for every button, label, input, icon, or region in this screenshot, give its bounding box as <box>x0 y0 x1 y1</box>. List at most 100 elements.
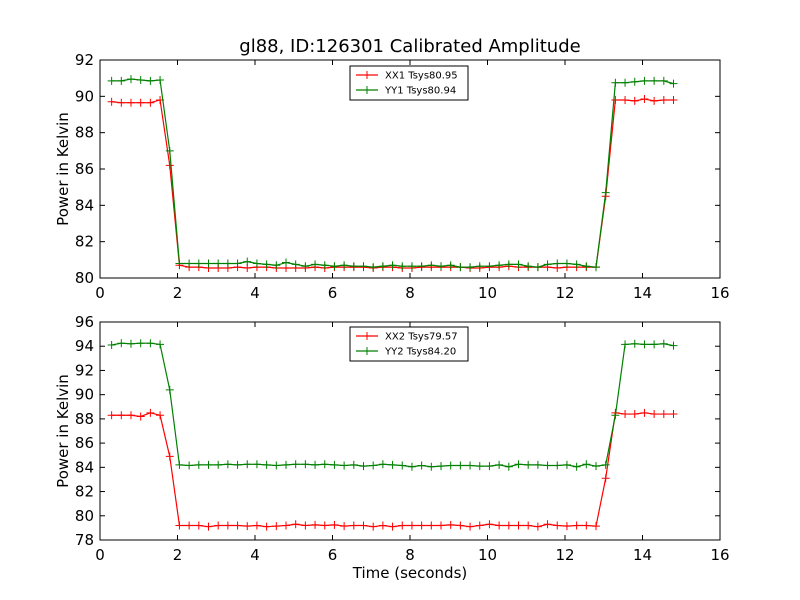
data-point <box>117 76 126 85</box>
data-point <box>272 261 281 270</box>
data-point <box>553 259 562 268</box>
data-point <box>107 76 116 85</box>
legend-entry: YY2 Tsys84.20 <box>384 347 456 358</box>
x-tick-label: 14 <box>633 546 652 564</box>
data-point <box>475 462 484 471</box>
data-point <box>669 95 678 104</box>
legend-entry: XX2 Tsys79.57 <box>385 332 458 343</box>
data-point <box>204 259 213 268</box>
data-point <box>223 521 232 530</box>
x-tick-label: 6 <box>328 546 338 564</box>
y-tick-label: 86 <box>75 434 94 452</box>
data-point <box>223 259 232 268</box>
data-point <box>252 521 261 530</box>
y-tick-label: 80 <box>75 507 94 525</box>
chart-title: gl88, ID:126301 Calibrated Amplitude <box>239 36 580 57</box>
data-point <box>204 460 213 469</box>
data-point <box>446 461 455 470</box>
data-point <box>592 263 600 272</box>
data-point <box>165 452 174 461</box>
data-point <box>456 461 465 470</box>
y-tick-label: 86 <box>75 160 94 178</box>
legend-entry: XX1 Tsys80.95 <box>385 71 458 82</box>
data-point <box>427 521 436 530</box>
legend-box <box>349 326 469 362</box>
series-2 <box>107 75 678 272</box>
data-point <box>311 520 320 529</box>
data-point <box>475 262 484 271</box>
data-point <box>388 460 397 469</box>
data-point <box>417 521 426 530</box>
data-point <box>562 522 571 531</box>
data-point <box>214 521 223 530</box>
data-point <box>621 95 630 104</box>
data-point <box>572 462 581 471</box>
y-tick-label: 84 <box>75 196 94 214</box>
data-point <box>630 77 639 86</box>
data-point <box>301 521 310 530</box>
x-tick-label: 4 <box>250 546 260 564</box>
legend-box <box>349 65 469 101</box>
data-point <box>640 95 649 104</box>
data-point <box>417 262 426 271</box>
data-point <box>562 259 571 268</box>
data-point <box>369 461 378 470</box>
data-point <box>504 260 513 269</box>
x-tick-label: 10 <box>478 546 497 564</box>
data-point <box>243 522 252 531</box>
data-point <box>582 460 591 469</box>
data-point <box>320 261 329 270</box>
data-point <box>533 263 542 272</box>
data-point <box>650 96 659 105</box>
legend: XX1 Tsys80.95 YY1 Tsys80.94 <box>349 65 469 101</box>
x-tick-label: 8 <box>405 546 415 564</box>
data-point <box>282 258 290 267</box>
data-point <box>146 339 155 348</box>
data-point <box>378 521 387 530</box>
data-point <box>146 408 155 417</box>
data-point <box>214 460 223 469</box>
data-point <box>485 462 494 471</box>
bottom-chart-panel: 0 2 4 6 8 10 12 14 16 78 80 82 84 86 88 90 92 94 96 Power i… <box>54 313 730 582</box>
y-tick-label: 88 <box>75 124 94 142</box>
data-point <box>262 522 271 531</box>
data-point <box>330 262 339 271</box>
data-point <box>194 521 203 530</box>
legend-marker <box>363 332 371 340</box>
data-point <box>185 461 194 470</box>
data-point <box>650 410 659 419</box>
series-2 <box>107 339 678 471</box>
x-tick-label: 0 <box>95 284 105 302</box>
y-tick-label: 78 <box>75 531 94 549</box>
data-point <box>582 262 591 271</box>
data-point <box>427 462 436 471</box>
data-point <box>233 521 242 530</box>
data-point <box>194 460 203 469</box>
data-point <box>640 76 649 85</box>
data-point <box>495 261 504 270</box>
data-point <box>572 260 581 269</box>
data-point <box>233 460 242 469</box>
data-point <box>185 521 194 530</box>
data-point <box>533 522 542 531</box>
data-point <box>543 520 552 529</box>
data-point <box>524 460 533 469</box>
data-point <box>514 460 523 469</box>
data-point <box>301 460 310 469</box>
data-point <box>446 520 455 529</box>
data-point <box>475 521 484 530</box>
data-point <box>262 460 271 469</box>
data-point <box>136 75 145 84</box>
data-point <box>291 260 300 269</box>
x-tick-label: 2 <box>173 546 183 564</box>
data-point <box>349 460 358 469</box>
data-point <box>592 462 600 471</box>
data-point <box>340 261 349 270</box>
data-point <box>650 76 659 85</box>
data-point <box>553 461 562 470</box>
data-point <box>243 460 252 469</box>
data-point <box>233 259 242 268</box>
legend-marker <box>363 71 371 79</box>
data-point <box>175 259 184 268</box>
